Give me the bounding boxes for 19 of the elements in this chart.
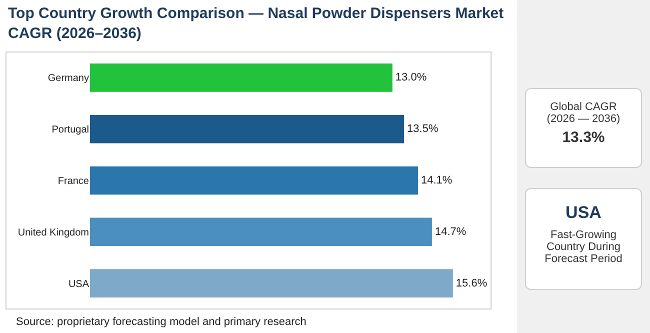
source-note: Source: proprietary forecasting model and primary research xyxy=(16,316,306,328)
data-label: 14.1% xyxy=(421,174,452,187)
bar xyxy=(90,269,453,298)
data-label: 13.5% xyxy=(407,123,438,136)
y-tick-label: France xyxy=(58,176,90,187)
bar xyxy=(90,166,418,195)
data-label: 14.7% xyxy=(434,226,466,238)
info-card: USA Fast-Growing Country During Forecast Period xyxy=(525,188,642,290)
bar xyxy=(90,114,404,144)
info-card: Global CAGR (2026 — 2036) 13.3% xyxy=(525,88,642,168)
data-label: 15.6% xyxy=(456,277,488,290)
bar xyxy=(90,218,432,246)
y-tick-label: Germany xyxy=(48,73,89,84)
y-tick-label: USA xyxy=(68,278,90,290)
bar xyxy=(90,64,392,92)
y-tick-label: Portugal xyxy=(52,124,89,136)
data-label: 13.0% xyxy=(395,72,427,84)
y-tick-label: United Kingdom xyxy=(18,227,89,238)
chart-title: Top Country Growth Comparison — Nasal Powder Dispensers Market CAGR (2026–2036) xyxy=(8,4,505,44)
